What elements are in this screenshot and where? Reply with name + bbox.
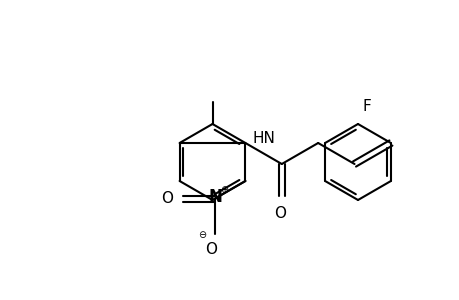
Text: O: O xyxy=(273,206,285,221)
Text: ⊕: ⊕ xyxy=(219,184,228,194)
Text: N: N xyxy=(208,188,222,206)
Text: HN: HN xyxy=(252,130,274,146)
Text: O: O xyxy=(161,191,173,206)
Text: ⊖: ⊖ xyxy=(198,230,206,241)
Text: F: F xyxy=(362,99,371,114)
Text: O: O xyxy=(205,242,217,256)
